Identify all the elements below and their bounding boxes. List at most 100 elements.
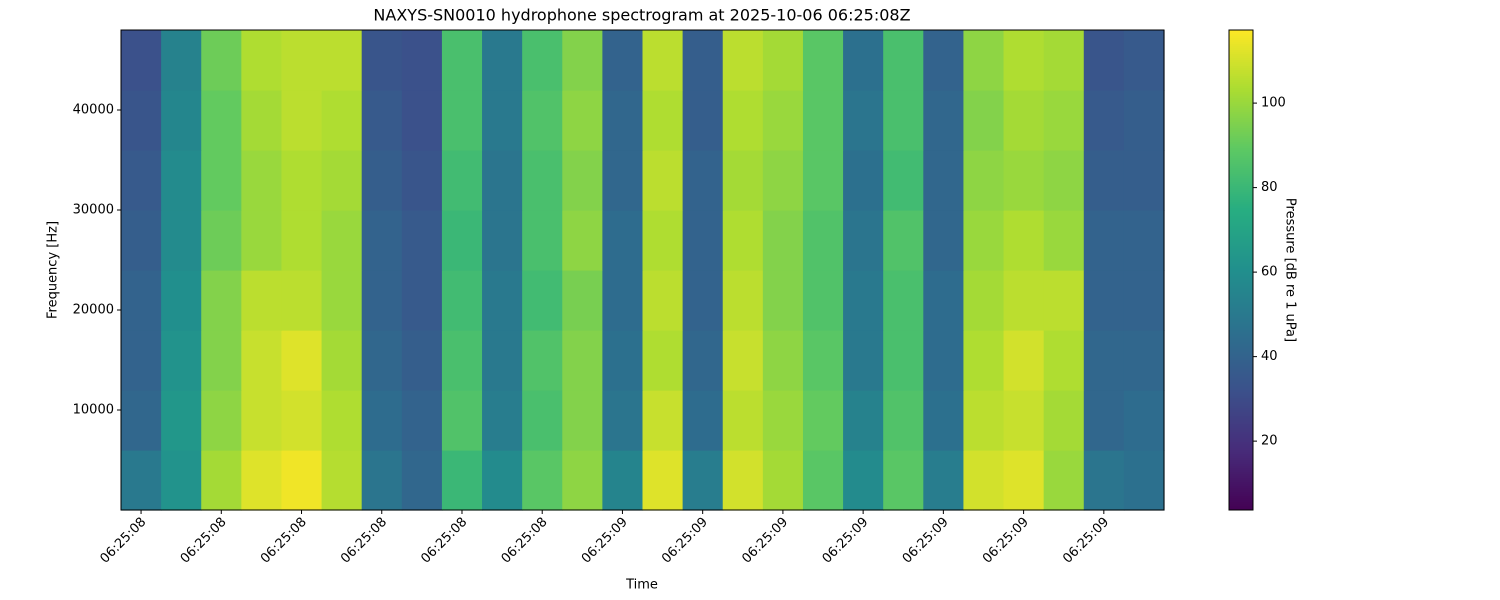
colorbar-swatch: [1229, 496, 1253, 499]
heatmap-cell: [562, 210, 603, 271]
colorbar-swatch: [1229, 198, 1253, 201]
heatmap-cell: [1003, 30, 1045, 91]
colorbar-swatch: [1229, 64, 1253, 67]
colorbar-swatch: [1229, 264, 1253, 267]
colorbar-swatch: [1229, 368, 1253, 371]
heatmap-cell: [241, 270, 283, 331]
plot-frame: [120, 29, 1165, 511]
heatmap-cell: [722, 90, 764, 151]
colorbar-swatch: [1229, 48, 1253, 51]
heatmap-cell: [963, 330, 1005, 391]
heatmap-cell: [482, 450, 523, 511]
heatmap-cell: [883, 270, 924, 331]
heatmap-cell: [441, 390, 483, 451]
colorbar-swatch: [1229, 322, 1253, 325]
heatmap-cell: [923, 210, 965, 271]
colorbar-swatch: [1229, 50, 1253, 53]
heatmap-cell: [963, 30, 1005, 91]
heatmap-cell: [161, 450, 202, 511]
colorbar-swatch: [1229, 104, 1253, 107]
heatmap-cell: [642, 390, 684, 451]
heatmap-cell: [762, 210, 804, 271]
heatmap-cell: [482, 330, 523, 391]
colorbar-swatch: [1229, 428, 1253, 431]
heatmap-cell: [843, 150, 884, 211]
chart-title: NAXYS-SN0010 hydrophone spectrogram at 2…: [373, 6, 910, 25]
colorbar-swatch: [1229, 374, 1253, 377]
colorbar-swatch: [1229, 154, 1253, 157]
heatmap-cell: [802, 90, 844, 151]
heatmap-cell: [722, 270, 764, 331]
heatmap-cell: [843, 330, 884, 391]
colorbar-swatch: [1229, 396, 1253, 399]
heatmap-cell: [642, 330, 684, 391]
colorbar-swatch: [1229, 284, 1253, 287]
heatmap-cell: [923, 330, 965, 391]
colorbar-swatch: [1229, 206, 1253, 209]
colorbar-swatch: [1229, 102, 1253, 105]
colorbar-swatch: [1229, 346, 1253, 349]
colorbar-swatch: [1229, 288, 1253, 291]
colorbar-swatch: [1229, 482, 1253, 485]
heatmap-cell: [321, 30, 363, 91]
colorbar-swatch: [1229, 394, 1253, 397]
colorbar-swatch: [1229, 320, 1253, 323]
colorbar-swatch: [1229, 126, 1253, 129]
heatmap-cell: [1123, 150, 1165, 211]
heatmap-cell: [1123, 270, 1165, 331]
heatmap-cell: [602, 150, 644, 211]
colorbar-swatch: [1229, 400, 1253, 403]
heatmap-cell: [762, 330, 804, 391]
heatmap-cell: [1043, 30, 1085, 91]
colorbar-swatch: [1229, 434, 1253, 437]
heatmap-cell: [843, 270, 884, 331]
colorbar-swatch: [1229, 110, 1253, 113]
heatmap-cell: [281, 150, 323, 211]
heatmap-cell: [241, 90, 283, 151]
colorbar-swatch: [1229, 124, 1253, 127]
heatmap-cell: [963, 150, 1005, 211]
colorbar-swatch: [1229, 358, 1253, 361]
colorbar-swatch: [1229, 280, 1253, 283]
colorbar-swatch: [1229, 290, 1253, 293]
colorbar-swatch: [1229, 60, 1253, 63]
heatmap-cell: [321, 330, 363, 391]
colorbar-swatch: [1229, 464, 1253, 467]
colorbar-swatch: [1229, 188, 1253, 191]
colorbar-swatch: [1229, 180, 1253, 183]
colorbar-swatch: [1229, 356, 1253, 359]
colorbar-swatch: [1229, 204, 1253, 207]
colorbar-swatch: [1229, 136, 1253, 139]
colorbar-swatch: [1229, 56, 1253, 59]
heatmap-cell: [682, 30, 724, 91]
heatmap-cell: [762, 30, 804, 91]
colorbar-swatch: [1229, 480, 1253, 483]
colorbar-swatch: [1229, 268, 1253, 271]
x-tick-label: 06:25:09: [980, 515, 1032, 567]
heatmap-cell: [1043, 450, 1085, 511]
colorbar-swatch: [1229, 404, 1253, 407]
colorbar-swatch: [1229, 218, 1253, 221]
colorbar-swatch: [1229, 276, 1253, 279]
heatmap-cell: [1123, 390, 1165, 451]
heatmap-cell: [602, 270, 644, 331]
colorbar-swatch: [1229, 500, 1253, 503]
heatmap-cell: [1043, 270, 1085, 331]
heatmap-cell: [482, 270, 523, 331]
heatmap-cell: [562, 330, 603, 391]
colorbar-swatch: [1229, 236, 1253, 239]
heatmap-cell: [762, 150, 804, 211]
heatmap-cell: [121, 210, 162, 271]
colorbar-swatch: [1229, 458, 1253, 461]
colorbar-swatch: [1229, 40, 1253, 43]
heatmap-cell: [762, 270, 804, 331]
colorbar-swatch: [1229, 196, 1253, 199]
colorbar-swatch: [1229, 252, 1253, 255]
colorbar-swatch: [1229, 502, 1253, 505]
colorbar-tick-label: 60: [1261, 265, 1278, 280]
colorbar-swatch: [1229, 172, 1253, 175]
heatmap-cell: [522, 90, 563, 151]
heatmap-cell: [201, 30, 242, 91]
colorbar-swatch: [1229, 326, 1253, 329]
colorbar-swatch: [1229, 270, 1253, 273]
